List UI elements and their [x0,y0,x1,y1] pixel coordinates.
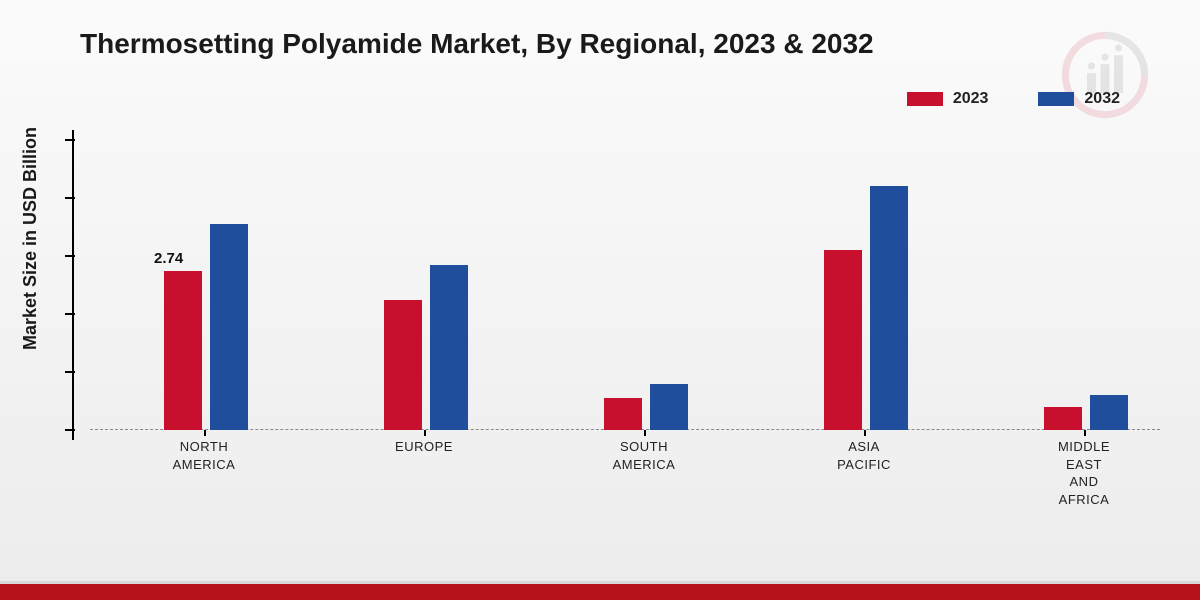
bar-2023 [824,250,862,430]
plot-area: 2.74 [90,140,1160,430]
y-tick [65,255,75,257]
bar-2023 [1044,407,1082,430]
bar-2032 [650,384,688,430]
y-axis-line [72,130,74,440]
legend-swatch-2023 [907,92,943,106]
x-axis-labels: NORTHAMERICA EUROPE SOUTHAMERICA ASIAPACIFI… [90,432,1160,552]
chart-page: Thermosetting Polyamide Market, By Regio… [0,0,1200,600]
category-label: NORTHAMERICA [124,438,284,473]
y-tick [65,197,75,199]
bar-2032 [1090,395,1128,430]
x-tick [204,430,206,436]
legend-label-2032: 2032 [1084,90,1120,108]
x-tick [864,430,866,436]
legend-label-2023: 2023 [953,90,989,108]
x-tick [644,430,646,436]
footer-bar [0,584,1200,600]
legend-item-2023: 2023 [907,90,989,108]
y-tick [65,371,75,373]
bar-value-label: 2.74 [154,250,183,267]
x-tick [424,430,426,436]
bar-2032 [210,224,248,430]
bar-2023 [164,271,202,430]
category-label: MIDDLEEASTANDAFRICA [1004,438,1164,508]
legend: 2023 2032 [907,90,1120,108]
category-label: ASIAPACIFIC [784,438,944,473]
category-label: SOUTHAMERICA [564,438,724,473]
y-tick [65,429,75,431]
chart-title: Thermosetting Polyamide Market, By Regio… [80,28,874,60]
y-tick [65,313,75,315]
bar-2032 [430,265,468,430]
legend-item-2032: 2032 [1038,90,1120,108]
y-tick [65,139,75,141]
bar-2032 [870,186,908,430]
bar-2023 [384,300,422,431]
x-tick [1084,430,1086,436]
category-label: EUROPE [344,438,504,456]
y-axis-label: Market Size in USD Billion [20,127,41,350]
bar-2023 [604,398,642,430]
legend-swatch-2032 [1038,92,1074,106]
